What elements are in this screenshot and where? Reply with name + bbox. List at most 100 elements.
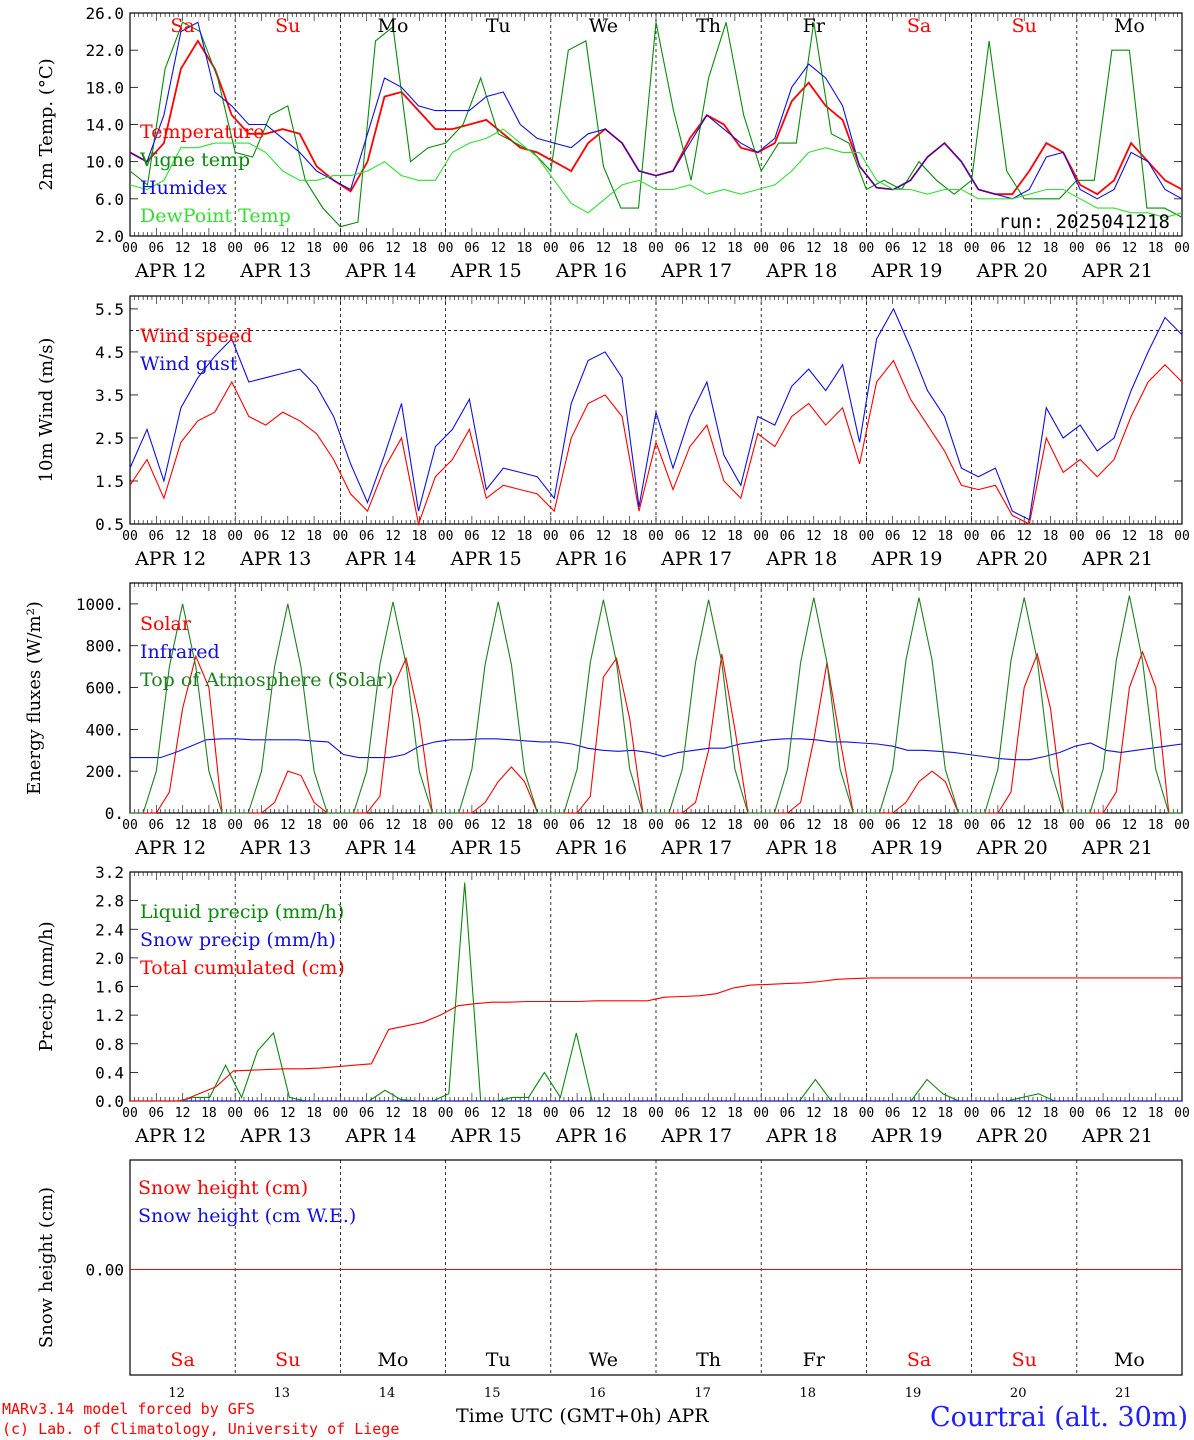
legend-entry: Liquid precip (mm/h)	[140, 901, 344, 923]
y-tick-label: 1.2	[95, 1006, 124, 1025]
hour-tick-label: 12	[385, 1106, 401, 1121]
hour-tick-label: 06	[674, 1106, 690, 1121]
series-line-total-cumulated-cm-	[130, 977, 1182, 1102]
hour-tick-label: 00	[648, 1106, 664, 1121]
hour-tick-label: 00	[122, 1106, 138, 1121]
hour-tick-label: 00	[859, 1106, 875, 1121]
date-label: APR 13	[239, 548, 311, 570]
legend-entry: Humidex	[140, 177, 227, 199]
y-tick-label: 0.00	[85, 1261, 124, 1280]
hour-tick-label: 00	[1174, 529, 1190, 544]
date-label: APR 21	[1081, 548, 1153, 570]
hour-tick-label: 12	[911, 529, 927, 544]
day-name-label: We	[589, 15, 618, 37]
y-tick-label: 0.4	[95, 1063, 124, 1082]
day-name-label: Fr	[803, 1349, 826, 1371]
hour-tick-label: 12	[175, 529, 191, 544]
hour-tick-label: 06	[780, 529, 796, 544]
date-label: APR 18	[765, 1125, 837, 1147]
hour-tick-label: 06	[885, 1106, 901, 1121]
day-name-label: Mo	[1114, 15, 1145, 37]
hour-tick-label: 00	[333, 1106, 349, 1121]
y-tick-label: 0.0	[95, 1092, 124, 1111]
day-number-label: 21	[1115, 1386, 1132, 1401]
hour-tick-label: 00	[333, 241, 349, 256]
day-name-label: Th	[696, 1349, 721, 1371]
y-tick-label: 2.8	[95, 892, 124, 911]
hour-tick-label: 18	[517, 1106, 533, 1121]
day-number-label: 13	[274, 1386, 291, 1401]
hour-tick-label: 00	[964, 818, 980, 833]
hour-tick-label: 06	[780, 1106, 796, 1121]
hour-tick-label: 00	[543, 529, 559, 544]
day-name-label: We	[589, 1349, 618, 1371]
hour-tick-label: 06	[885, 818, 901, 833]
hour-tick-label: 12	[1016, 818, 1032, 833]
y-tick-label: 14.0	[85, 116, 124, 135]
hour-tick-label: 12	[596, 1106, 612, 1121]
hour-tick-label: 00	[753, 241, 769, 256]
hour-tick-label: 00	[543, 241, 559, 256]
y-tick-label: 3.5	[95, 386, 124, 405]
hour-tick-label: 06	[254, 529, 270, 544]
hour-tick-label: 00	[753, 529, 769, 544]
hour-tick-label: 00	[964, 529, 980, 544]
hour-tick-label: 00	[1069, 818, 1085, 833]
hour-tick-label: 12	[1016, 1106, 1032, 1121]
hour-tick-label: 06	[1095, 241, 1111, 256]
day-name-label: Th	[696, 15, 721, 37]
hour-tick-label: 12	[701, 529, 717, 544]
station-name: Courtrai (alt. 30m)	[929, 1402, 1188, 1433]
legend-entry: Snow height (cm W.E.)	[138, 1205, 356, 1227]
hour-tick-label: 12	[806, 818, 822, 833]
y-tick-label: 10.0	[85, 153, 124, 172]
y-axis-label: 2m Temp. (°C)	[36, 58, 57, 190]
hour-tick-label: 12	[280, 818, 296, 833]
date-label: APR 21	[1081, 1125, 1153, 1147]
hour-tick-label: 12	[911, 818, 927, 833]
hour-tick-label: 12	[1122, 529, 1138, 544]
hour-tick-label: 06	[885, 529, 901, 544]
hour-tick-label: 00	[438, 241, 454, 256]
legend-entry: Snow height (cm)	[138, 1177, 308, 1199]
date-label: APR 19	[870, 260, 942, 282]
date-label: APR 13	[239, 1125, 311, 1147]
hour-tick-label: 12	[280, 1106, 296, 1121]
hour-tick-label: 00	[1174, 1106, 1190, 1121]
hour-tick-label: 18	[727, 529, 743, 544]
legend-entry: Total cumulated (cm)	[140, 957, 345, 979]
hour-tick-label: 12	[911, 241, 927, 256]
date-label: APR 16	[555, 1125, 627, 1147]
hour-tick-label: 06	[990, 529, 1006, 544]
hour-tick-label: 00	[1069, 1106, 1085, 1121]
hour-tick-label: 18	[1043, 241, 1059, 256]
hour-tick-label: 12	[280, 529, 296, 544]
day-name-label: Mo	[378, 15, 409, 37]
legend-entry: Wind gust	[140, 353, 238, 375]
day-name-label: Sa	[907, 1349, 931, 1371]
hour-tick-label: 12	[490, 818, 506, 833]
hour-tick-label: 00	[1069, 529, 1085, 544]
date-label: APR 16	[555, 837, 627, 859]
hour-tick-label: 12	[701, 241, 717, 256]
day-number-label: 20	[1010, 1386, 1027, 1401]
hour-tick-label: 06	[674, 529, 690, 544]
date-label: APR 12	[134, 260, 206, 282]
date-label: APR 21	[1081, 260, 1153, 282]
hour-tick-label: 18	[201, 529, 217, 544]
legend-entry: Infrared	[140, 641, 220, 663]
hour-tick-label: 18	[201, 1106, 217, 1121]
day-number-label: 17	[694, 1386, 711, 1401]
date-label: APR 14	[344, 1125, 416, 1147]
hour-tick-label: 06	[464, 1106, 480, 1121]
hour-tick-label: 06	[1095, 529, 1111, 544]
hour-tick-label: 18	[832, 529, 848, 544]
hour-tick-label: 12	[385, 818, 401, 833]
lab-credit: (c) Lab. of Climatology, University of L…	[2, 1420, 400, 1438]
series-line-dewpoint-temp	[129, 128, 1183, 218]
day-number-label: 18	[800, 1386, 817, 1401]
hour-tick-label: 06	[569, 1106, 585, 1121]
hour-tick-label: 18	[306, 818, 322, 833]
hour-tick-label: 00	[227, 818, 243, 833]
